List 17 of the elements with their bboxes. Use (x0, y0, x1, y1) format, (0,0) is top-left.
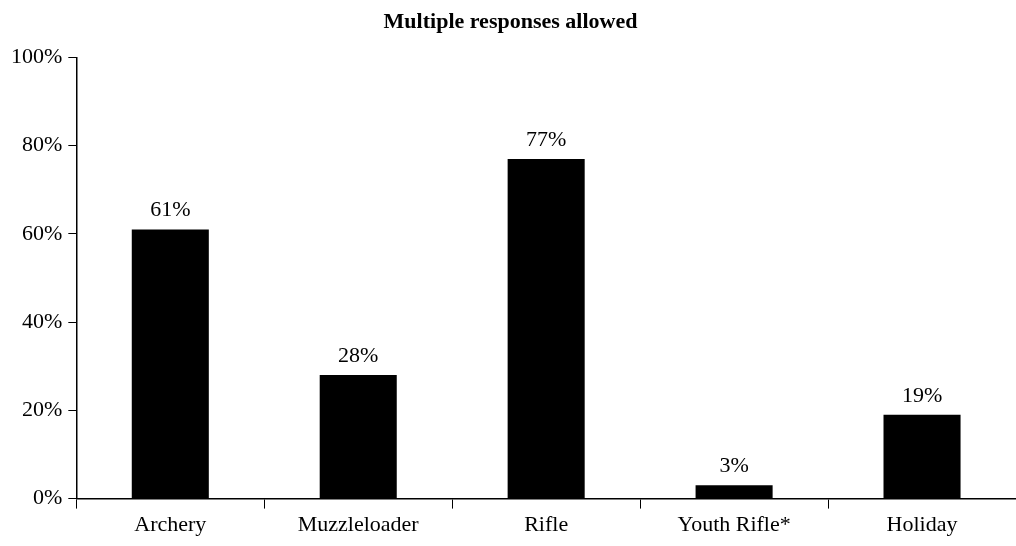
y-tick-label: 40% (22, 307, 63, 333)
x-tick-label: Youth Rifle* (677, 510, 791, 536)
data-label: 61% (150, 196, 191, 222)
data-label: 3% (719, 452, 749, 478)
data-label: 77% (526, 125, 567, 151)
y-tick-label: 100% (11, 43, 63, 69)
y-tick-label: 60% (22, 219, 63, 245)
data-label: 28% (338, 341, 379, 367)
y-tick-label: 80% (22, 131, 63, 157)
x-tick-label: Holiday (886, 510, 958, 536)
chart-title: Multiple responses allowed (383, 7, 638, 33)
x-tick-label: Rifle (524, 510, 569, 536)
x-tick-label: Archery (134, 510, 207, 536)
data-label: 19% (901, 381, 943, 407)
y-tick-label: 20% (22, 396, 63, 422)
x-tick-label: Muzzleloader (297, 510, 420, 536)
y-tick-label: 0% (33, 484, 63, 510)
